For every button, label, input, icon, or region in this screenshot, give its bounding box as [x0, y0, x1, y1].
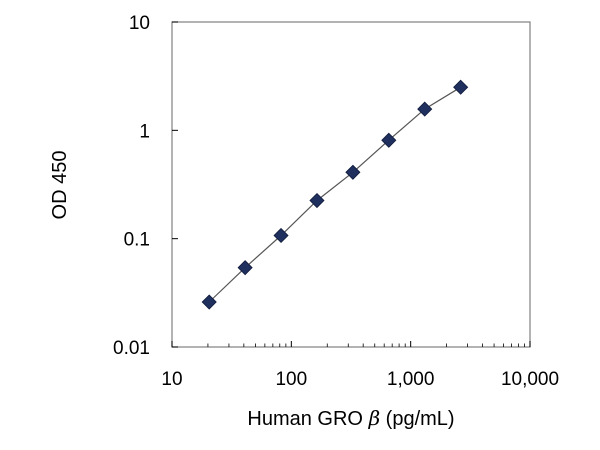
y-tick-label: 1: [139, 121, 150, 142]
tick-labels: 10 100 1,000 10,000 0.01 0.1 1 10: [113, 13, 559, 390]
ticks: [171, 21, 531, 348]
data-point-diamond: [237, 260, 253, 276]
data-point-diamond: [273, 227, 289, 244]
data-point-diamond: [201, 294, 217, 310]
data-point-diamond: [381, 132, 397, 148]
data-point-diamond: [453, 79, 469, 95]
data-points: [201, 79, 469, 310]
data-point-diamond: [345, 164, 361, 180]
y-tick-label: 0.01: [113, 338, 150, 359]
x-tick-label: 10: [161, 369, 182, 390]
data-point-diamond: [417, 101, 433, 117]
plot-area: [171, 21, 531, 348]
x-axis-title-symbol: β: [368, 406, 381, 430]
y-tick-label: 10: [129, 13, 150, 34]
x-axis-title-suffix: (pg/mL): [380, 408, 454, 430]
data-point-diamond: [309, 192, 325, 209]
y-tick-label: 0.1: [124, 230, 150, 251]
x-axis-title: Human GRO β (pg/mL): [247, 406, 454, 430]
y-axis-title: OD 450: [49, 151, 71, 220]
x-tick-label: 100: [275, 369, 307, 390]
x-tick-label: 10,000: [501, 369, 559, 390]
x-axis-title-prefix: Human GRO: [247, 408, 368, 430]
x-tick-label: 1,000: [387, 369, 435, 390]
fit-curve: [208, 86, 462, 303]
